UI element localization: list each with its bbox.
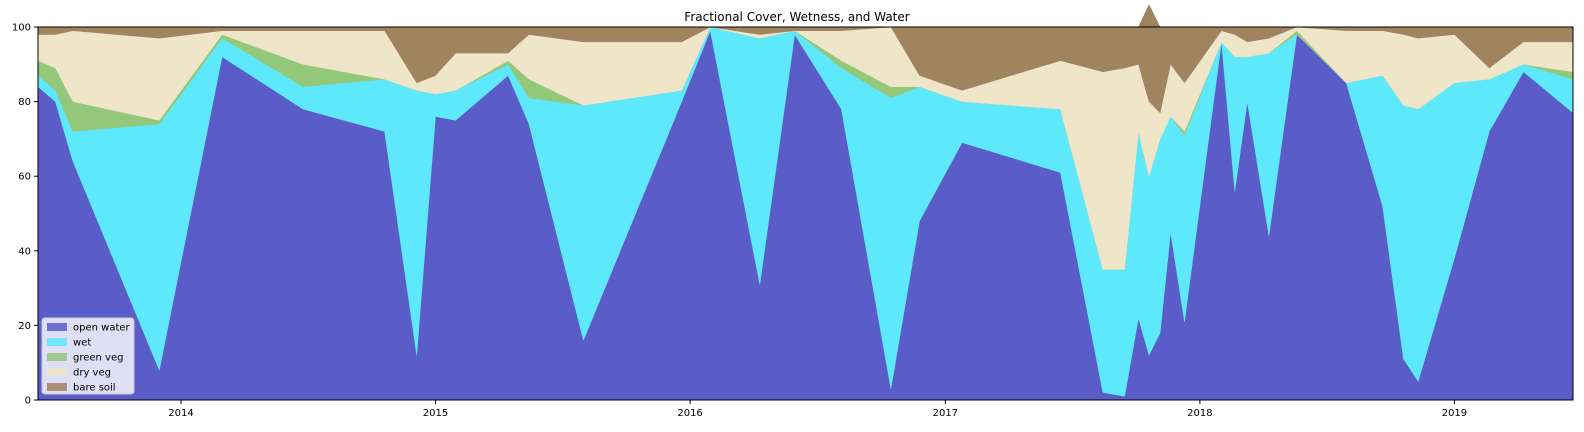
stacked-areas [37, 4, 1574, 401]
y-tick-label: 0 [25, 396, 31, 407]
y-tick-label: 40 [18, 246, 31, 257]
legend-label: open water [73, 323, 131, 334]
legend-swatch [47, 368, 67, 376]
x-tick-label: 2015 [423, 408, 448, 419]
x-tick-label: 2019 [1442, 408, 1467, 419]
legend-label: green veg [73, 353, 123, 364]
x-tick-label: 2016 [677, 408, 702, 419]
chart-title: Fractional Cover, Wetness, and Water [684, 10, 909, 24]
legend-label: bare soil [73, 383, 116, 394]
plot-frame [37, 26, 1574, 401]
x-tick-label: 2017 [933, 408, 958, 419]
legend-swatch [47, 383, 67, 391]
legend-swatch [47, 323, 67, 331]
x-tick-label: 2014 [168, 408, 193, 419]
y-tick-label: 20 [18, 321, 31, 332]
y-axis: 0 20 40 60 80 100 [12, 23, 38, 407]
x-axis: 2014 2015 2016 2017 2018 2019 [168, 400, 1467, 419]
y-tick-label: 100 [12, 23, 31, 34]
y-tick-label: 60 [18, 172, 31, 183]
y-tick-label: 80 [18, 97, 31, 108]
legend-swatch [47, 338, 67, 346]
legend-label: wet [73, 338, 91, 349]
x-tick-label: 2018 [1187, 408, 1212, 419]
legend-swatch [47, 353, 67, 361]
legend-label: dry veg [73, 368, 111, 379]
legend: open water wet green veg dry veg bare soil [41, 317, 135, 395]
